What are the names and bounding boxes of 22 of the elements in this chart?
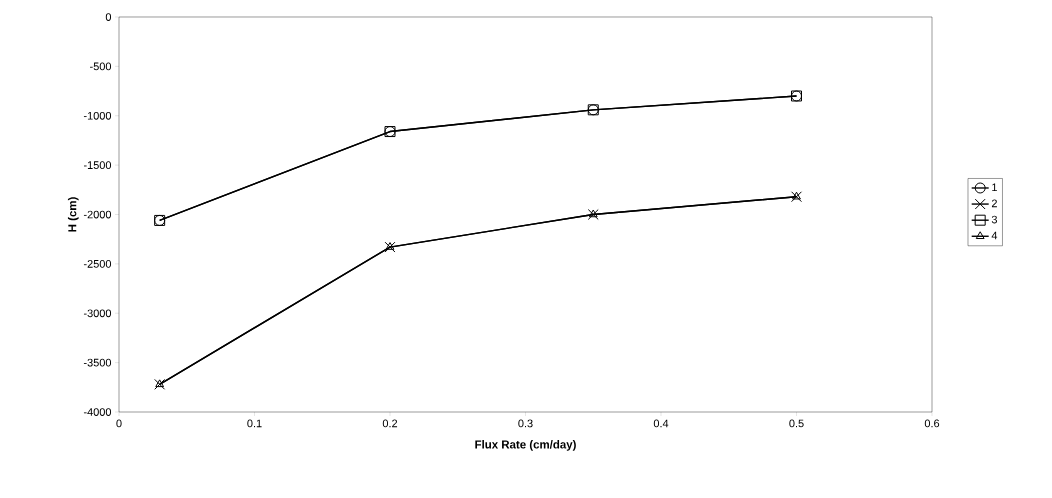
x-tick-label: 0.3 <box>518 419 533 428</box>
x-tick-label: 0.2 <box>382 419 398 428</box>
legend-label: 1 <box>992 183 997 192</box>
y-axis-title: H (cm) <box>67 197 79 232</box>
y-tick-label: -2000 <box>83 210 112 219</box>
legend-label: 2 <box>991 199 997 208</box>
legend-label: 4 <box>991 231 998 240</box>
y-tick-label: -3500 <box>83 358 112 367</box>
y-tick-label: -1500 <box>83 161 112 169</box>
y-tick-label: -2500 <box>83 260 112 268</box>
x-tick-label: 0.6 <box>924 419 940 428</box>
x-tick-label: 0 <box>116 419 122 428</box>
y-tick-label: -1000 <box>83 111 112 120</box>
x-tick-label: 0.5 <box>789 419 804 428</box>
x-tick-label: 0.4 <box>653 419 669 428</box>
x-tick-label: 0.1 <box>247 419 262 428</box>
legend-label: 3 <box>991 215 997 224</box>
y-tick-label: -4000 <box>83 408 112 416</box>
y-tick-label: -500 <box>90 62 112 71</box>
x-axis-title: Flux Rate (cm/day) <box>475 440 576 451</box>
y-tick-label: 0 <box>105 13 112 21</box>
y-tick-label: -3000 <box>83 309 112 318</box>
